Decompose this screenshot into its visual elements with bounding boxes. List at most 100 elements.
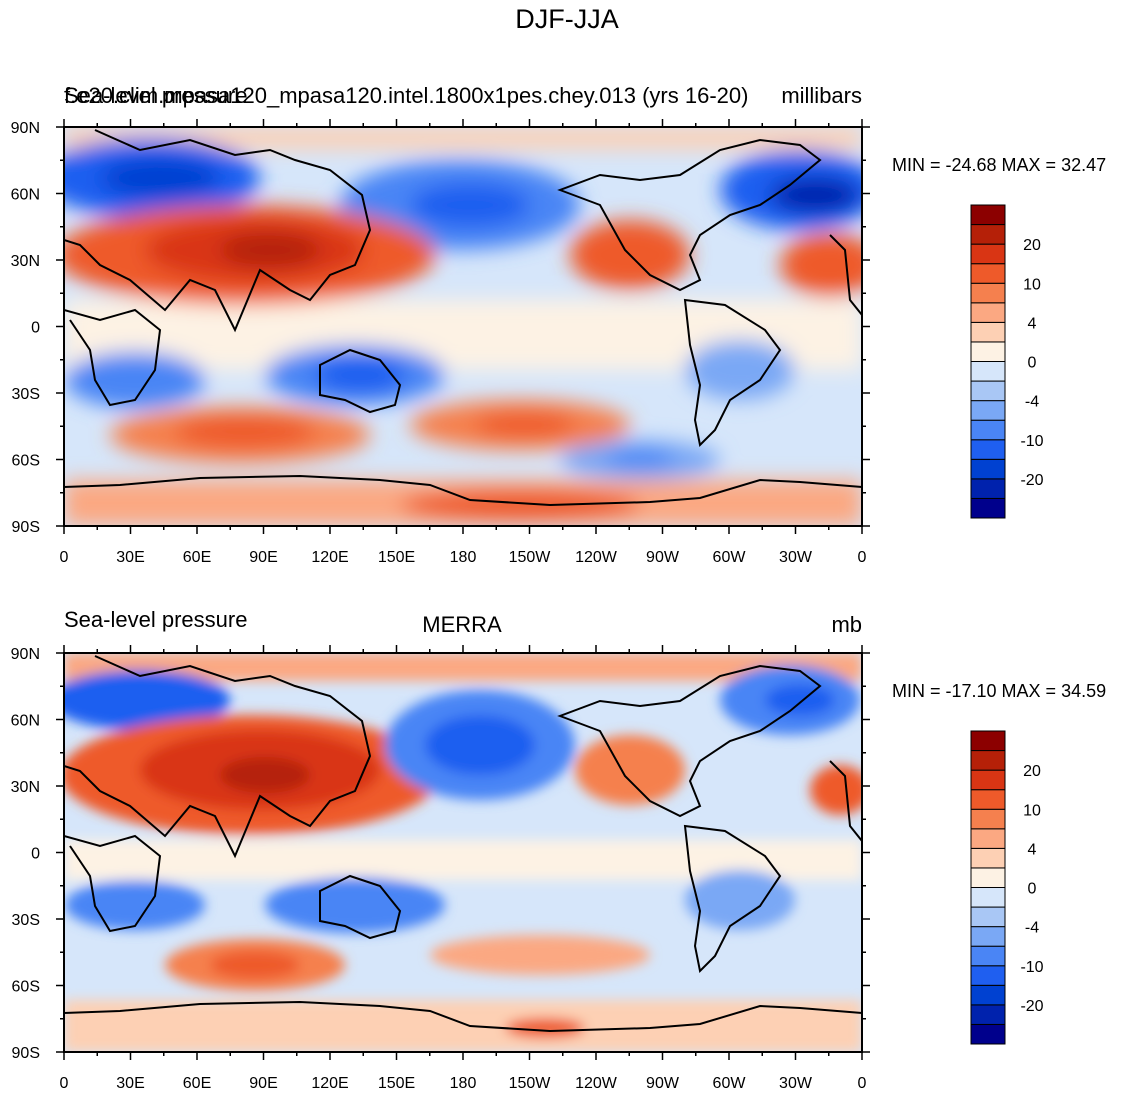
south-pacific-high bbox=[430, 935, 650, 975]
colorbar-swatch bbox=[970, 750, 1006, 771]
colorbar-swatch bbox=[970, 926, 1006, 947]
colorbar-swatch bbox=[970, 458, 1006, 480]
panel-units: mb bbox=[831, 612, 862, 637]
southern-indian-high-core bbox=[175, 416, 315, 448]
colorbar-swatch bbox=[970, 965, 1006, 986]
slp-difference-field bbox=[64, 127, 862, 526]
arctic-high bbox=[64, 127, 862, 149]
colorbar-label: 10 bbox=[1023, 802, 1041, 819]
panel-merra: Sea-level pressure MERRA mb MIN = -17.10… bbox=[11, 607, 1106, 1092]
colorbar-swatch bbox=[970, 828, 1006, 849]
colorbar-swatch bbox=[970, 204, 1006, 226]
lon-label: 60E bbox=[183, 549, 211, 566]
colorbar-swatch bbox=[970, 769, 1006, 791]
colorbar-swatch bbox=[970, 400, 1006, 421]
slp-difference-field bbox=[64, 653, 862, 1052]
lat-label: 90S bbox=[12, 1045, 40, 1062]
lon-label: 60W bbox=[713, 549, 747, 566]
lat-axis-labels: 90N 60N 30N 0 30S 60S 90S bbox=[11, 120, 40, 536]
north-america-high bbox=[575, 735, 685, 805]
panel-model: Sea-level pressure f.e20.clim.mpasa120_m… bbox=[11, 83, 1106, 566]
colorbar-label: 0 bbox=[1028, 881, 1037, 898]
colorbar-label: -20 bbox=[1020, 998, 1043, 1015]
colorbar-swatch bbox=[970, 419, 1006, 441]
antarctic-high bbox=[400, 489, 640, 521]
map-ticks bbox=[56, 645, 870, 1060]
lon-axis-labels: 0 30E 60E 90E 120E 150E 180 150W 120W 90W 60W 30W 0 bbox=[60, 1075, 867, 1092]
panel-left-title: Sea-level pressure bbox=[64, 607, 247, 632]
lon-label: 90W bbox=[646, 1075, 680, 1092]
coast-west-africa bbox=[829, 234, 862, 316]
panel-units: millibars bbox=[781, 83, 862, 108]
antarctic-high bbox=[505, 1018, 585, 1038]
colorbar-label: -20 bbox=[1020, 472, 1043, 489]
north-atlantic-low bbox=[64, 670, 230, 730]
lat-label: 0 bbox=[31, 320, 40, 337]
australia-low-core bbox=[315, 357, 405, 393]
colorbar-swatch bbox=[970, 984, 1006, 1006]
figure-title: DJF-JJA bbox=[515, 4, 619, 34]
colorbar-swatch bbox=[970, 243, 1006, 265]
colorbar-swatch bbox=[970, 730, 1006, 752]
map-ticks bbox=[56, 119, 870, 534]
lon-label: 0 bbox=[60, 1075, 69, 1092]
lon-label: 180 bbox=[450, 1075, 477, 1092]
lon-label: 30E bbox=[116, 1075, 144, 1092]
colorbar: 20 10 4 0 -4 -10 -20 bbox=[970, 730, 1044, 1045]
colorbar-swatch bbox=[970, 302, 1006, 323]
aleutian-low-core bbox=[425, 715, 535, 775]
colorbar-label: -4 bbox=[1025, 394, 1039, 411]
colorbar-label: 0 bbox=[1028, 355, 1037, 372]
lon-label: 150E bbox=[378, 1075, 415, 1092]
panel-left-title: Sea-level pressure bbox=[64, 83, 247, 108]
lon-label: 0 bbox=[858, 1075, 867, 1092]
southern-indian-high-core bbox=[210, 951, 300, 979]
lon-label: 150W bbox=[509, 1075, 552, 1092]
north-atlantic-low-east-core bbox=[765, 684, 835, 716]
colorbar-swatch bbox=[970, 380, 1006, 402]
colorbar-label: 10 bbox=[1023, 276, 1041, 293]
colorbar-label: 20 bbox=[1023, 763, 1041, 780]
lon-label: 120E bbox=[311, 549, 348, 566]
north-pacific-low-core bbox=[410, 183, 530, 227]
asian-high-core bbox=[220, 757, 310, 793]
colorbar-swatch bbox=[970, 361, 1006, 382]
colorbar-swatch bbox=[970, 282, 1006, 304]
lat-label: 30S bbox=[12, 386, 40, 403]
azores-high bbox=[780, 233, 862, 297]
colorbar-swatch bbox=[970, 808, 1006, 830]
north-atlantic-low-east-core bbox=[770, 177, 860, 213]
lat-axis-labels: 90N 60N 30N 0 30S 60S 90S bbox=[11, 646, 40, 1062]
colorbar-label: 20 bbox=[1023, 237, 1041, 254]
lon-label: 90W bbox=[646, 549, 680, 566]
lon-label: 30W bbox=[779, 1075, 813, 1092]
colorbar-label: 4 bbox=[1028, 841, 1037, 858]
lon-label: 60E bbox=[183, 1075, 211, 1092]
lon-label: 60W bbox=[713, 1075, 747, 1092]
lon-label: 90E bbox=[249, 1075, 277, 1092]
coast-eurasia bbox=[64, 129, 372, 333]
coast-west-africa bbox=[829, 760, 862, 842]
coast-north-america bbox=[557, 664, 822, 818]
lon-label: 150E bbox=[378, 549, 415, 566]
lon-axis-labels: 0 30E 60E 90E 120E 150E 180 150W 120W 90W 60W 30W 0 bbox=[60, 549, 867, 566]
south-africa-low bbox=[65, 880, 205, 930]
coast-africa bbox=[64, 308, 162, 407]
colorbar-swatch bbox=[970, 906, 1006, 928]
panel-center-title: MERRA bbox=[422, 612, 502, 637]
coast-antarctica bbox=[64, 1000, 862, 1033]
coastlines bbox=[64, 129, 862, 507]
lon-label: 150W bbox=[509, 549, 552, 566]
lon-label: 180 bbox=[450, 549, 477, 566]
south-africa-low bbox=[65, 352, 205, 408]
colorbar-label: -10 bbox=[1020, 433, 1043, 450]
colorbar-label: -4 bbox=[1025, 920, 1039, 937]
colorbar-label: -10 bbox=[1020, 959, 1043, 976]
colorbar-label: 4 bbox=[1028, 315, 1037, 332]
lon-label: 0 bbox=[858, 549, 867, 566]
colorbar-swatch bbox=[970, 1023, 1006, 1045]
panel-min-max: MIN = -17.10 MAX = 34.59 bbox=[892, 681, 1106, 701]
lon-label: 90E bbox=[249, 549, 277, 566]
coast-africa bbox=[64, 834, 162, 933]
